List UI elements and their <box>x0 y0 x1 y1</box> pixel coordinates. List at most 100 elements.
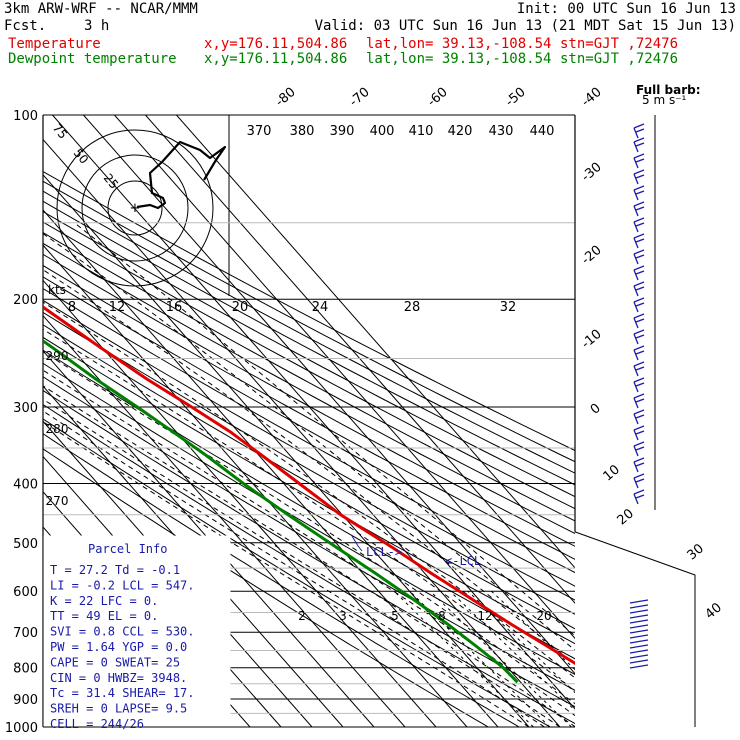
dewpoint-legend: Dewpoint temperature <box>8 51 177 67</box>
wind-barb-lower <box>629 659 649 664</box>
wind-barb-flag <box>635 398 645 403</box>
wind-barb-lower <box>629 639 649 644</box>
moist-adiabat <box>43 410 545 727</box>
wind-barb-flag <box>635 318 645 323</box>
isotherm-label: -60 <box>425 85 451 110</box>
isotherm-line <box>43 244 468 727</box>
hodograph-ring-label: 50 <box>71 146 92 167</box>
profiles <box>43 305 575 684</box>
wind-barb-staff <box>633 141 639 153</box>
wind-barb-flag <box>635 222 645 227</box>
pressure-tick-label: 800 <box>13 662 38 677</box>
wind-barb <box>633 233 645 249</box>
parcel-row: SREH = 0 LAPSE= 9.5 <box>50 702 187 716</box>
wind-barb-staff <box>633 381 639 393</box>
wind-barb-flag <box>635 414 645 419</box>
mixing-ratio-low-label: 5 <box>391 609 399 623</box>
parcel-row: LI = -0.2 LCL = 547. <box>50 578 195 592</box>
wind-barb <box>633 409 645 425</box>
wind-barb-flag <box>635 158 645 163</box>
wind-barb-flag <box>633 249 645 255</box>
wind-barb <box>633 361 645 377</box>
wind-barb-flag <box>633 329 645 335</box>
moist-adiabat <box>43 301 575 679</box>
wind-barb-flag <box>633 457 645 463</box>
wind-barb-flag <box>633 473 645 479</box>
mixing-ratio-low-label: 20 <box>536 609 551 623</box>
dewpoint-xy: x,y=176.11,504.86 <box>204 51 348 67</box>
wind-barb-flag <box>633 185 645 191</box>
isotherm-line <box>176 115 575 569</box>
isotherm-line <box>114 115 575 640</box>
wind-barb-staff <box>633 221 639 233</box>
wind-barb-flag <box>635 494 645 499</box>
mixing-ratio-label: 28 <box>404 300 421 315</box>
wind-barb-staff <box>633 237 639 249</box>
parcel-info-box: Parcel Info T = 27.2 Td = -0.1LI = -0.2 L… <box>43 535 231 731</box>
full-barb-label: Full barb: <box>636 83 701 97</box>
wind-barb-staff <box>633 333 639 345</box>
wind-barb-flag <box>635 446 645 451</box>
wind-barb <box>633 297 645 313</box>
temperature-legend: Temperature <box>8 36 101 52</box>
parcel-row: T = 27.2 Td = -0.1 <box>50 563 180 577</box>
wind-barb-staff <box>633 461 639 473</box>
pressure-tick-label: 100 <box>13 109 38 124</box>
wind-barb-flag <box>633 409 645 415</box>
wind-barb <box>633 249 645 265</box>
wind-barb-flag <box>635 366 645 371</box>
wind-barb-flag <box>635 128 645 133</box>
wind-barb-lower <box>629 609 649 614</box>
wind-barb-flag <box>633 425 645 431</box>
isotherm-label: 10 <box>601 462 623 484</box>
wind-barb <box>633 265 645 281</box>
wind-barb-staff <box>633 477 639 489</box>
forecast-label: Fcst. <box>4 18 47 34</box>
isotherm-label: -20 <box>579 243 605 268</box>
wind-barb-flag <box>635 206 645 211</box>
theta-left-label: 290 <box>46 349 69 363</box>
wind-barb-flag <box>633 313 645 319</box>
isotherm-line <box>43 209 499 727</box>
parcel-row: PW = 1.64 YGP = 0.0 <box>50 640 187 654</box>
moist-adiabat <box>43 421 530 727</box>
forecast-hour: 3 h <box>84 18 110 34</box>
wind-barb-flag <box>635 286 645 291</box>
wind-barb-lower <box>629 624 649 629</box>
wind-barb-lower <box>629 664 649 669</box>
wind-barb-staff <box>633 189 639 201</box>
wind-barb <box>633 185 645 201</box>
pressure-grid <box>42 114 696 728</box>
wind-barb <box>633 137 645 153</box>
isotherm-line <box>43 350 375 727</box>
parcel-row: TT = 49 EL = 0. <box>50 609 158 623</box>
model-title: 3km ARW-WRF -- NCAR/MMM <box>4 1 198 17</box>
mixing-ratio-low-label: 2 <box>298 609 306 623</box>
parcel-row: K = 22 LFC = 0. <box>50 594 158 608</box>
isotherm-label: -40 <box>579 85 605 110</box>
wind-barb-flag <box>633 297 645 303</box>
wind-barb <box>633 425 645 441</box>
wind-barb-flag <box>633 233 645 239</box>
wind-barb-staff <box>633 413 639 425</box>
theta-left-label: 270 <box>46 494 69 508</box>
wind-barb-flag <box>635 430 645 435</box>
wind-barbs <box>629 123 649 669</box>
mixing-ratio-low-label: 3 <box>339 609 347 623</box>
wind-barb-lower <box>629 644 649 649</box>
dewpoint-profile <box>43 339 519 684</box>
wind-barb-staff <box>633 349 639 361</box>
isotherm-line <box>43 173 530 727</box>
moist-adiabat <box>74 222 575 637</box>
theta-label: 420 <box>448 124 473 139</box>
theta-label: 370 <box>247 124 272 139</box>
moist-adiabat <box>43 398 561 727</box>
wind-barb-flag <box>635 238 645 243</box>
temperature-xy: x,y=176.11,504.86 <box>204 36 348 52</box>
wind-barb-flag <box>635 350 645 355</box>
parcel-box-bg <box>43 535 231 727</box>
wind-barb-staff <box>633 429 639 441</box>
wind-barb-flag <box>633 265 645 271</box>
theta-label: 380 <box>290 124 315 139</box>
